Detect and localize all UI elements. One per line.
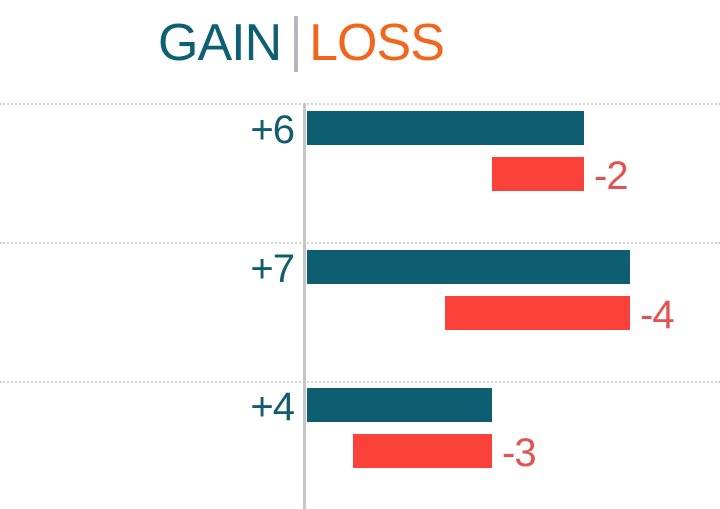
gain-value-label: +7 xyxy=(250,247,295,291)
title-gain-word: GAIN xyxy=(158,14,282,72)
loss-bar xyxy=(353,434,492,468)
chart-title: GAIN LOSS xyxy=(158,14,445,72)
baseline-axis xyxy=(303,103,306,509)
gridline xyxy=(0,103,720,105)
gain-value-label: +6 xyxy=(250,108,295,152)
loss-value-label: -4 xyxy=(640,293,675,337)
loss-value-label: -2 xyxy=(594,154,629,198)
bar-group-row-3: +4 -3 xyxy=(0,385,720,480)
gridline xyxy=(0,381,720,383)
gain-value-label: +4 xyxy=(250,385,295,429)
title-loss-word: LOSS xyxy=(309,14,445,72)
gridline xyxy=(0,242,720,244)
gain-bar xyxy=(307,111,584,145)
gain-bar xyxy=(307,388,492,422)
loss-bar xyxy=(492,157,584,191)
bar-group-row-2: +7 -4 xyxy=(0,247,720,342)
loss-value-label: -3 xyxy=(502,431,537,475)
gain-bar xyxy=(307,250,630,284)
loss-bar xyxy=(445,296,630,330)
title-separator-bar xyxy=(294,16,299,72)
bar-group-row-1: +6 -2 xyxy=(0,108,720,203)
